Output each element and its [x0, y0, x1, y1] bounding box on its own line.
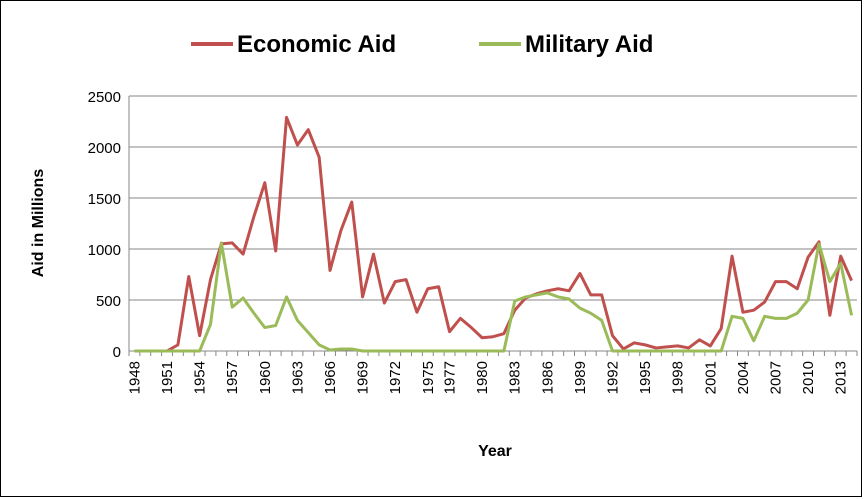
- axes: [128, 96, 858, 356]
- x-tick-label: 1966: [322, 361, 339, 394]
- series-layer: [134, 115, 854, 353]
- x-tick-label: 1992: [605, 361, 622, 394]
- series-line-military-aid: [134, 241, 854, 353]
- x-tick-label: 1986: [539, 361, 556, 394]
- y-tick-labels: 0 500 1000 1500 2000 2500: [88, 89, 121, 361]
- x-tick-label: 2007: [768, 361, 785, 394]
- x-tick-label: 1954: [192, 361, 209, 394]
- x-axis-title: Year: [478, 443, 512, 460]
- gridlines: [129, 95, 857, 301]
- y-tick-label: 0: [113, 344, 121, 361]
- y-tick-label: 1000: [88, 242, 121, 259]
- x-tick-label: 2001: [702, 361, 719, 394]
- x-tick-label: 1948: [126, 361, 143, 394]
- x-tick-label: 1957: [224, 361, 241, 394]
- legend: Economic Aid Military Aid: [191, 31, 653, 58]
- x-tick-labels: 1948 1951 1954 1957 1960 1963 1966 1969 1972 1975…: [126, 361, 849, 394]
- y-tick-label: 1500: [88, 191, 121, 208]
- x-tick-label: 2013: [833, 361, 850, 394]
- x-tick-label: 1980: [474, 361, 491, 394]
- y-tick-label: 2500: [88, 89, 121, 106]
- x-tick-label: 1960: [257, 361, 274, 394]
- legend-label: Economic Aid: [237, 31, 396, 58]
- y-tick-label: 500: [96, 293, 121, 310]
- x-tick-label: 1972: [387, 361, 404, 394]
- x-tick-label: 1969: [355, 361, 372, 394]
- legend-label: Military Aid: [525, 31, 653, 58]
- x-tick-label: 1995: [637, 361, 654, 394]
- x-tick-label: 1977: [442, 361, 459, 394]
- x-tick-label: 1989: [572, 361, 589, 394]
- x-tick-label: 2010: [800, 361, 817, 394]
- y-axis-title: Aid in Millions: [30, 169, 47, 278]
- y-tick-label: 2000: [88, 140, 121, 157]
- x-tick-label: 1951: [159, 361, 176, 394]
- series-line-economic-aid: [134, 115, 853, 353]
- x-tick-label: 1998: [670, 361, 687, 394]
- x-tick-label: 2004: [735, 361, 752, 394]
- x-tick-label: 1975: [420, 361, 437, 394]
- x-tick-label: 1983: [507, 361, 524, 394]
- x-tick-label: 1963: [289, 361, 306, 394]
